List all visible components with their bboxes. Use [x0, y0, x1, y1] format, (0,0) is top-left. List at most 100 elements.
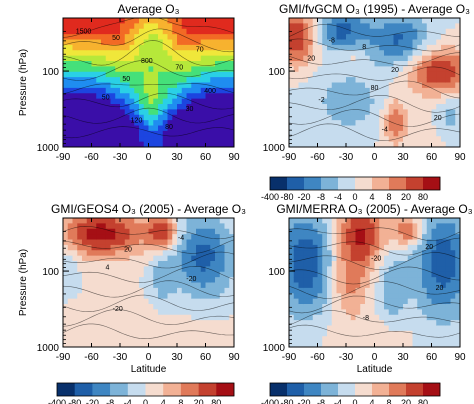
- heatmap-cell: [436, 93, 442, 100]
- heatmap-cell: [139, 87, 145, 94]
- heatmap-cell: [431, 234, 437, 240]
- heatmap-cell: [124, 55, 130, 62]
- heatmap-cell: [431, 228, 437, 235]
- heatmap-cell: [360, 309, 366, 316]
- heatmap-cell: [384, 109, 390, 116]
- heatmap-cell: [417, 28, 423, 35]
- heatmap-cell: [308, 28, 314, 35]
- heatmap-cell: [110, 304, 116, 310]
- heatmap-cell: [91, 218, 97, 224]
- heatmap-cell: [120, 98, 126, 105]
- heatmap-cell: [82, 277, 88, 283]
- heatmap-cell: [134, 66, 140, 73]
- heatmap-cell: [139, 28, 145, 35]
- heatmap-cell: [167, 71, 173, 78]
- heatmap-cell: [341, 34, 347, 40]
- heatmap-cell: [365, 298, 371, 305]
- heatmap-cell: [124, 23, 130, 30]
- heatmap-cell: [403, 66, 409, 73]
- contour-label: -20: [113, 306, 123, 313]
- heatmap-cell: [445, 66, 451, 73]
- heatmap-cell: [210, 293, 216, 300]
- heatmap-cell: [417, 330, 423, 337]
- heatmap-cell: [153, 125, 159, 132]
- x-tick-label: 60: [426, 152, 438, 163]
- heatmap-cell: [196, 293, 202, 300]
- heatmap-cell: [445, 223, 451, 230]
- heatmap-cell: [148, 266, 154, 273]
- heatmap-cell: [229, 44, 235, 51]
- heatmap-cell: [422, 320, 428, 326]
- heatmap-cell: [77, 271, 83, 278]
- heatmap-cell: [186, 44, 192, 51]
- heatmap-cell: [77, 82, 83, 89]
- heatmap-cell: [317, 141, 323, 148]
- heatmap-cell: [298, 239, 304, 246]
- heatmap-cell: [412, 71, 418, 78]
- heatmap-cell: [139, 71, 145, 78]
- heatmap-cell: [181, 18, 187, 24]
- heatmap-cell: [134, 130, 140, 137]
- heatmap-cell: [205, 136, 211, 143]
- heatmap-cell: [172, 28, 178, 35]
- heatmap-cell: [346, 50, 352, 57]
- heatmap-cell: [148, 66, 154, 73]
- heatmap-cell: [129, 341, 135, 348]
- heatmap-cell: [129, 93, 135, 100]
- colorbar-label: 80: [418, 192, 428, 202]
- heatmap-cell: [346, 130, 352, 137]
- heatmap-cell: [388, 23, 394, 30]
- heatmap-cell: [162, 120, 168, 126]
- heatmap-cell: [224, 228, 230, 235]
- heatmap-cell: [196, 130, 202, 137]
- heatmap-cell: [350, 325, 356, 332]
- heatmap-cell: [196, 18, 202, 24]
- heatmap-cell: [407, 82, 413, 89]
- heatmap-cell: [120, 250, 126, 257]
- heatmap-cell: [196, 287, 202, 294]
- heatmap-cell: [229, 239, 235, 246]
- heatmap-cell: [379, 298, 385, 305]
- heatmap-cell: [215, 250, 221, 257]
- heatmap-cell: [162, 239, 168, 246]
- heatmap-cell: [134, 28, 140, 35]
- heatmap-cell: [91, 125, 97, 132]
- heatmap-cell: [110, 120, 116, 126]
- heatmap-cell: [417, 314, 423, 321]
- heatmap-cell: [86, 66, 92, 73]
- heatmap-cell: [162, 18, 168, 24]
- heatmap-cell: [86, 287, 92, 294]
- heatmap-cell: [346, 136, 352, 143]
- heatmap-cell: [312, 77, 318, 83]
- heatmap-cell: [210, 136, 216, 143]
- heatmap-cell: [417, 298, 423, 305]
- heatmap-cell: [436, 114, 442, 121]
- heatmap-cell: [143, 87, 149, 94]
- heatmap-cell: [441, 18, 447, 24]
- heatmap-cell: [327, 341, 333, 348]
- x-tick-label: 60: [426, 352, 438, 363]
- heatmap-cell: [412, 228, 418, 235]
- heatmap-cell: [293, 93, 299, 100]
- heatmap-cell: [91, 98, 97, 105]
- heatmap-cell: [308, 141, 314, 148]
- heatmap-cell: [196, 136, 202, 143]
- heatmap-cell: [365, 104, 371, 110]
- heatmap-cell: [412, 130, 418, 137]
- heatmap-cell: [384, 298, 390, 305]
- heatmap-cell: [110, 61, 116, 67]
- heatmap-cell: [369, 234, 375, 240]
- heatmap-cell: [293, 141, 299, 148]
- heatmap-cell: [77, 50, 83, 57]
- heatmap-cell: [436, 309, 442, 316]
- panel-4: GMI/MERRA O₃ (2005) - Average O₃-2020-82…: [261, 202, 473, 404]
- heatmap-cell: [63, 239, 69, 246]
- heatmap-cell: [369, 82, 375, 89]
- heatmap-cell: [393, 18, 399, 24]
- heatmap-cell: [120, 120, 126, 126]
- contour-line: [62, 60, 235, 81]
- heatmap-cell: [308, 234, 314, 240]
- heatmap-cell: [426, 77, 432, 83]
- heatmap-cell: [374, 228, 380, 235]
- heatmap-cell: [341, 341, 347, 348]
